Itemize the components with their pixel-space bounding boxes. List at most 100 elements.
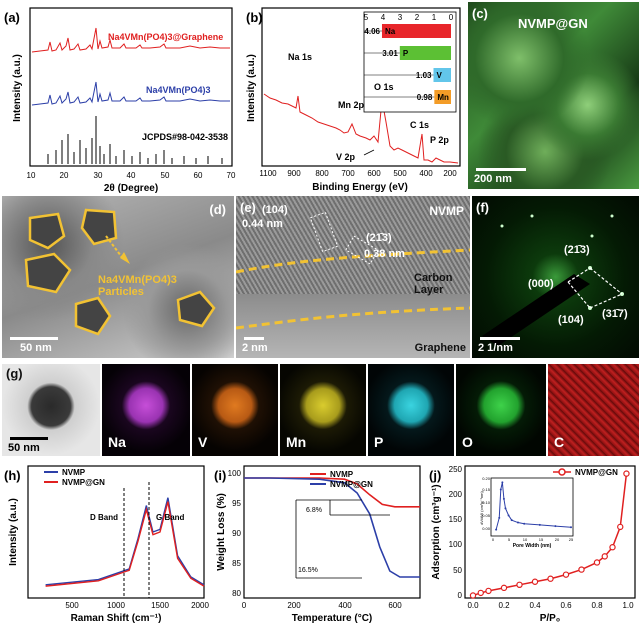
pore-point [570, 526, 572, 529]
annotation-arrow [105, 235, 125, 261]
inset-bar-label: V [436, 71, 442, 80]
xtick: 30 [94, 171, 103, 180]
xtick: 0.6 [560, 601, 572, 610]
particle [74, 296, 112, 336]
xtick: 200 [287, 601, 301, 610]
inset-tick: 0.15 [482, 487, 491, 492]
legend-nvmp: NVMP [62, 468, 86, 477]
panel-e-hrtem-image: (e) NVMP (104) 0.44 nm (21̄3) 0.38 nm Ca… [236, 196, 470, 358]
inset-tick: 4 [381, 13, 386, 22]
xps-peak-labels: Na 1s Mn 2p O 1s C 1s P 2p V 2p [288, 52, 449, 162]
isotherm-point [578, 566, 585, 573]
inset-ticks: 5 4 3 2 1 0 [364, 13, 454, 22]
panel-h: (h) NVMP NVMP@GN D Band G Band 500 1000 … [0, 460, 210, 625]
panel-f-label: (f) [476, 200, 489, 215]
carbon-layer-label: Carbon Layer [414, 272, 453, 296]
xrd-plot: (a) Na4VMn(PO4)3@Graphene Na4VMn(PO4)3 J… [4, 7, 236, 194]
pore-point [502, 497, 505, 500]
xps-ylabel: Intensity (a.u.) [246, 54, 257, 122]
raman-plot: (h) NVMP NVMP@GN D Band G Band 500 1000 … [4, 465, 209, 624]
spot-104: (104) [558, 314, 584, 326]
inset-bar [381, 24, 451, 38]
xrd-xlabel: 2θ (Degree) [104, 183, 158, 194]
raman-xlabel: Raman Shift (cm⁻¹) [71, 613, 162, 624]
graphene-label: Graphene [414, 342, 466, 354]
peak-label: C 1s [410, 120, 429, 130]
isotherm-point [562, 571, 570, 578]
xtick: 50 [161, 171, 170, 180]
panel-j: 0.00 0.05 0.10 0.15 0.20 0 5 10 15 20 25… [425, 460, 641, 625]
inset-tick: 0.10 [482, 500, 491, 505]
isotherm-point [547, 575, 554, 582]
bet-xlabel: P/P₀ [540, 613, 561, 624]
inset-bar [399, 46, 451, 60]
ytick: 150 [449, 515, 463, 524]
tga-xlabel: Temperature (°C) [292, 613, 373, 624]
tga-ylabel: Weight Loss (%) [216, 493, 227, 571]
d-band-label: D Band [90, 513, 118, 522]
lattice-annotations [236, 211, 470, 330]
ytick: 50 [453, 566, 462, 575]
ytick: 85 [232, 559, 241, 568]
xrd-label-nvmp: Na4VMn(PO4)3 [146, 85, 211, 95]
raman-series-line [45, 501, 205, 587]
raman-axes [27, 465, 205, 599]
saed-vector [567, 267, 591, 283]
panel-j-label: (j) [429, 468, 441, 483]
panel-a: (a) Na4VMn(PO4)3@Graphene Na4VMn(PO4)3 J… [0, 0, 240, 195]
spot-213: (21̄3) [564, 244, 590, 256]
pore-point [498, 516, 501, 519]
xtick: 900 [287, 169, 301, 178]
xtick: 0.0 [467, 601, 479, 610]
panel-e-title: NVMP [429, 204, 464, 218]
isotherm-point [469, 592, 477, 599]
eds-label: O [462, 434, 473, 450]
inset-tick: 15 [539, 537, 544, 542]
xtick: 2000 [191, 601, 209, 610]
ytick: 80 [232, 589, 241, 598]
raman-xticks: 500 1000 1500 2000 [65, 601, 209, 610]
inset-frame [490, 477, 574, 537]
inset-tick: 20 [555, 537, 560, 542]
legend-nvmp: NVMP [330, 470, 354, 479]
loss-annotation-2: 16.5% [298, 567, 318, 574]
inset-bar [433, 68, 451, 82]
d-spacing-1: 0.44 nm [242, 218, 283, 230]
legend-nvmp-gn: NVMP@GN [575, 468, 618, 477]
inset-tick: 2 [415, 13, 420, 22]
tga-lines [244, 477, 420, 578]
diffraction-spot [590, 234, 594, 238]
legend-marker [558, 468, 566, 476]
isotherm-point [500, 584, 508, 592]
inset-tick: 0.05 [482, 513, 491, 518]
raman-ylabel: Intensity (a.u.) [8, 498, 19, 566]
panel-e-scale: 2 nm [242, 342, 268, 354]
inset-bar-label: Mn [437, 93, 449, 102]
panel-d-scale: 50 nm [20, 342, 52, 354]
eds-label: Na [108, 434, 126, 450]
xtick: 400 [338, 601, 352, 610]
panel-d-label: (d) [209, 202, 226, 217]
panel-b-label: (b) [246, 10, 263, 25]
ytick: 200 [449, 490, 463, 499]
xtick: 20 [60, 171, 69, 180]
saed-vector [589, 293, 623, 309]
xrd-ylabel: Intensity (a.u.) [12, 54, 23, 122]
particle [28, 212, 66, 250]
saed-vector [589, 267, 623, 295]
pore-point [538, 523, 541, 526]
peak-label: Na 1s [288, 52, 312, 62]
tga-axes [243, 465, 421, 599]
xps-inset: 5 4 3 2 1 0 4.06 Na 3.01 P 1.03 V 0.98 Mn [363, 11, 457, 113]
ytick: 100 [449, 540, 463, 549]
panel-e-label: (e) [240, 200, 256, 215]
raman-lines [45, 497, 205, 587]
arrow-head [120, 252, 130, 264]
plane-104: (104) [262, 204, 288, 216]
inset-tick: 0 [449, 13, 454, 22]
bet-axes [464, 465, 636, 599]
xtick: 600 [367, 169, 381, 178]
isotherm-point [477, 589, 484, 597]
panel-c-label: (c) [472, 6, 488, 21]
scale-bar [476, 168, 526, 171]
